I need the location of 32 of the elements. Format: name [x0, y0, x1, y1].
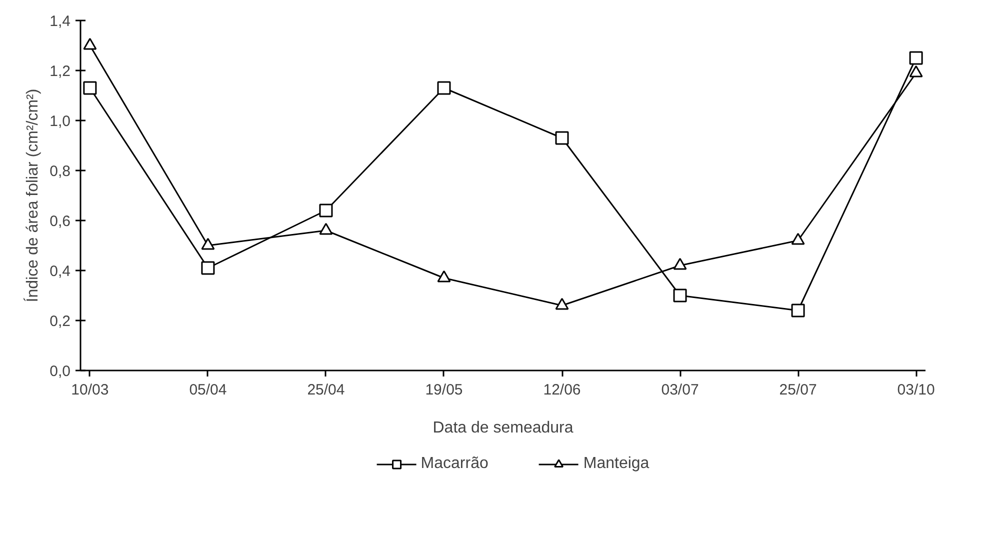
y-tick-label: 0,6 — [50, 213, 71, 230]
x-tick-label: 10/03 — [71, 382, 109, 398]
point — [201, 261, 215, 275]
x-tick-label: 12/06 — [543, 382, 581, 398]
legend-label: Manteiga — [583, 455, 650, 473]
x-tick-label: 25/04 — [307, 382, 345, 398]
x-tick-label: 03/07 — [661, 382, 699, 398]
legend-label: Macarrão — [420, 455, 488, 473]
x-tick-label: 19/05 — [425, 382, 463, 398]
x-tick-label: 05/04 — [189, 382, 227, 398]
y-tick-label: 1,2 — [50, 63, 71, 80]
point — [201, 238, 215, 250]
point — [437, 81, 451, 95]
point — [555, 298, 569, 310]
point — [83, 81, 97, 95]
y-tick-label: 1,0 — [50, 113, 71, 130]
point — [319, 204, 333, 218]
y-tick-label: 0,8 — [50, 163, 71, 180]
x-tick-label: 25/07 — [779, 382, 817, 398]
point — [319, 222, 333, 235]
y-tick-label: 0,2 — [50, 313, 71, 330]
y-tick-label: 0,0 — [50, 363, 71, 380]
y-axis-title: Índice de área foliar (cm²/cm²) — [24, 88, 42, 302]
point — [791, 232, 805, 245]
point — [909, 51, 923, 65]
point — [555, 131, 569, 145]
y-tick-label: 1,4 — [50, 13, 71, 30]
point — [673, 258, 687, 270]
x-tick-label: 03/10 — [897, 382, 935, 398]
y-tick-label: 0,4 — [50, 263, 71, 280]
x-axis-title: Data de semeadura — [432, 420, 574, 436]
point — [437, 270, 451, 282]
